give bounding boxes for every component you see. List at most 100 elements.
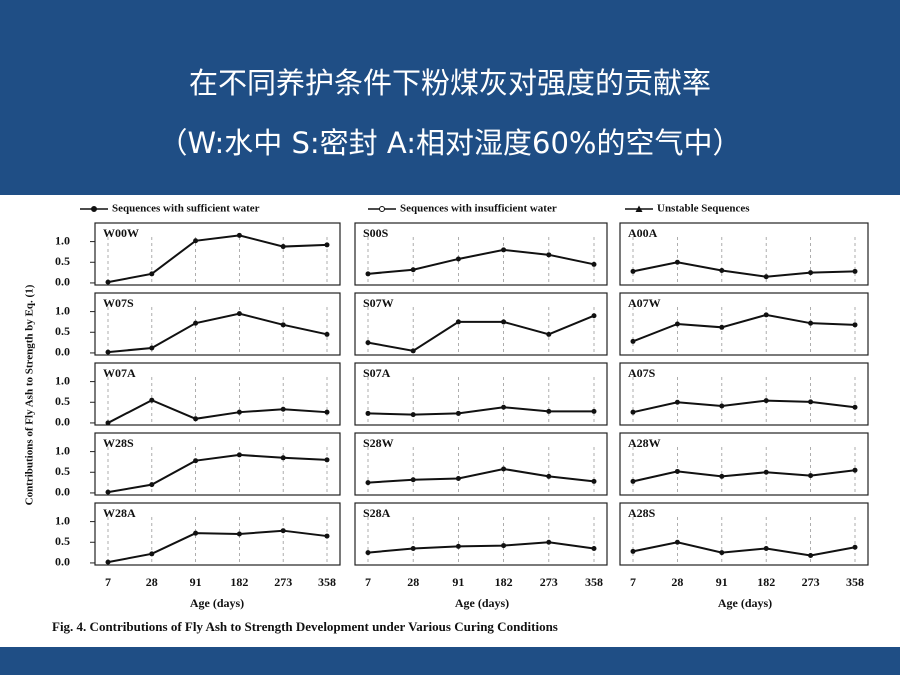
x-tick-label: 7 [630, 575, 636, 589]
y-tick-label: 0.0 [55, 345, 70, 359]
y-tick-label: 1.0 [55, 373, 70, 387]
y-tick-label: 0.0 [55, 275, 70, 289]
x-tick-label: 358 [585, 575, 603, 589]
panel-frame [94, 432, 341, 496]
data-point [193, 416, 199, 422]
series-line [107, 234, 328, 284]
data-point [149, 551, 155, 557]
data-point [501, 247, 507, 253]
x-tick-label: 91 [716, 575, 728, 589]
panel-frame [354, 362, 608, 426]
data-point [365, 480, 371, 486]
y-tick-label: 0.0 [55, 485, 70, 499]
data-point [546, 252, 552, 258]
data-point [719, 473, 725, 479]
panel-frame [619, 432, 869, 496]
data-point [410, 412, 416, 418]
data-point [324, 533, 330, 539]
data-point [630, 478, 636, 484]
data-point [236, 232, 242, 238]
x-tick-label: 358 [318, 575, 336, 589]
data-point [193, 458, 199, 464]
legend-marker [91, 206, 97, 212]
data-point [455, 256, 461, 262]
x-tick-label: 273 [540, 575, 558, 589]
data-point [365, 340, 371, 346]
data-point [410, 545, 416, 551]
y-tick-label: 0.0 [55, 555, 70, 569]
series-line [632, 399, 856, 414]
data-point [105, 420, 111, 426]
data-point [630, 268, 636, 274]
legend-label: Sequences with insufficient water [400, 203, 557, 215]
panel-frame [619, 502, 869, 566]
legend-label: Unstable Sequences [657, 203, 750, 215]
data-point [455, 410, 461, 416]
series-line [107, 453, 328, 494]
data-point [763, 398, 769, 404]
x-tick-label: 273 [274, 575, 292, 589]
legend-marker [635, 205, 643, 212]
x-tick-label: 28 [146, 575, 158, 589]
data-point [591, 313, 597, 319]
data-point [719, 324, 725, 330]
x-tick-label: 182 [230, 575, 248, 589]
panel-frame [354, 432, 608, 496]
y-tick-label: 0.5 [55, 324, 70, 338]
data-point [674, 539, 680, 545]
data-point [324, 242, 330, 248]
data-point [410, 267, 416, 273]
data-point [236, 409, 242, 415]
data-point [105, 279, 111, 285]
y-tick-label: 0.5 [55, 254, 70, 268]
data-point [365, 410, 371, 416]
data-point [365, 550, 371, 556]
data-point [808, 552, 814, 558]
panel-frame [94, 292, 341, 356]
x-axis-label: Age (days) [455, 596, 509, 610]
data-point [455, 475, 461, 481]
data-point [719, 550, 725, 556]
data-point [674, 468, 680, 474]
y-tick-label: 0.0 [55, 415, 70, 429]
data-point [501, 466, 507, 472]
data-point [763, 274, 769, 280]
series-line [107, 312, 328, 354]
data-point [501, 543, 507, 549]
y-axis-label: Contributions of Fly Ash to Strength by … [24, 284, 36, 505]
series-line [367, 467, 595, 484]
data-point [591, 261, 597, 267]
data-point [808, 320, 814, 326]
panel-title: W28S [103, 436, 134, 450]
panel-title: W00W [103, 226, 139, 240]
data-point [105, 489, 111, 495]
series-line [107, 399, 328, 424]
panel-title: S28A [363, 506, 391, 520]
y-tick-label: 1.0 [55, 233, 70, 247]
panel-title: S00S [363, 226, 389, 240]
data-point [719, 268, 725, 274]
data-point [852, 404, 858, 410]
data-point [852, 268, 858, 274]
data-point [193, 320, 199, 326]
panel-title: S28W [363, 436, 394, 450]
panel-frame [94, 222, 341, 286]
y-tick-label: 0.5 [55, 394, 70, 408]
panel-title: W07S [103, 296, 134, 310]
data-point [546, 331, 552, 337]
data-point [455, 543, 461, 549]
data-point [149, 345, 155, 351]
panel-frame [94, 502, 341, 566]
figure-background [0, 195, 900, 647]
y-tick-label: 1.0 [55, 513, 70, 527]
panel-title: W07A [103, 366, 136, 380]
data-point [149, 271, 155, 277]
data-point [365, 271, 371, 277]
figure: Contributions of Fly Ash to Strength by … [0, 195, 900, 647]
data-point [105, 559, 111, 565]
series-line [632, 261, 856, 278]
panel-frame [619, 362, 869, 426]
slide-subtitle: （W:水中 S:密封 A:相对湿度60%的空气中） [158, 126, 742, 160]
data-point [280, 455, 286, 461]
data-point [674, 321, 680, 327]
